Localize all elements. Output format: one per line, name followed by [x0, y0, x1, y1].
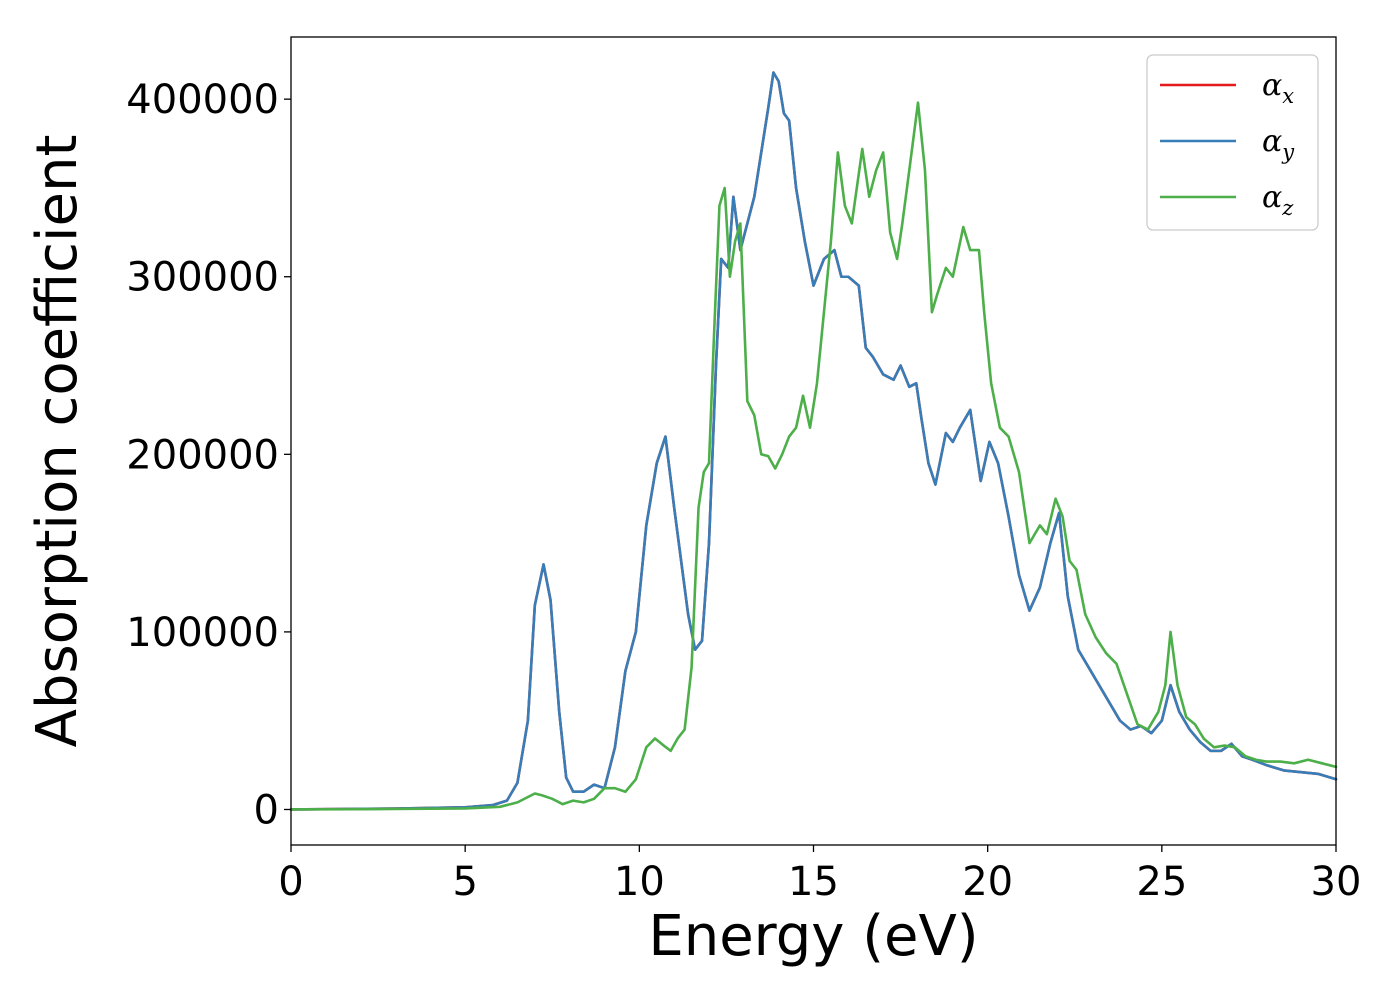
y-tick-label: 200000	[126, 432, 279, 478]
series-layer	[289, 71, 1338, 811]
x-tick-label: 0	[278, 859, 303, 905]
x-tick-label: 30	[1311, 859, 1362, 905]
y-tick-label: 400000	[126, 77, 279, 123]
x-tick-label: 20	[962, 859, 1013, 905]
x-tick-label: 15	[788, 859, 839, 905]
y-tick-label: 0	[254, 787, 279, 833]
x-axis-label: Energy (eV)	[648, 904, 978, 969]
legend-label-y: αy	[1262, 124, 1295, 164]
x-tick-label: 25	[1136, 859, 1187, 905]
y-axis-label: Absorption coefficient	[25, 135, 90, 748]
y-axis-ticks: 0 100000 200000 300000 400000	[126, 77, 291, 833]
y-tick-label: 100000	[126, 610, 279, 656]
x-axis-ticks: 0 5 10 15 20 25 30	[278, 845, 1361, 905]
series-line-z	[289, 101, 1338, 811]
y-tick-label: 300000	[126, 255, 279, 301]
x-tick-label: 5	[452, 859, 477, 905]
legend-label-x: αx	[1262, 68, 1294, 108]
x-tick-label: 10	[614, 859, 665, 905]
legend-box	[1146, 54, 1319, 231]
